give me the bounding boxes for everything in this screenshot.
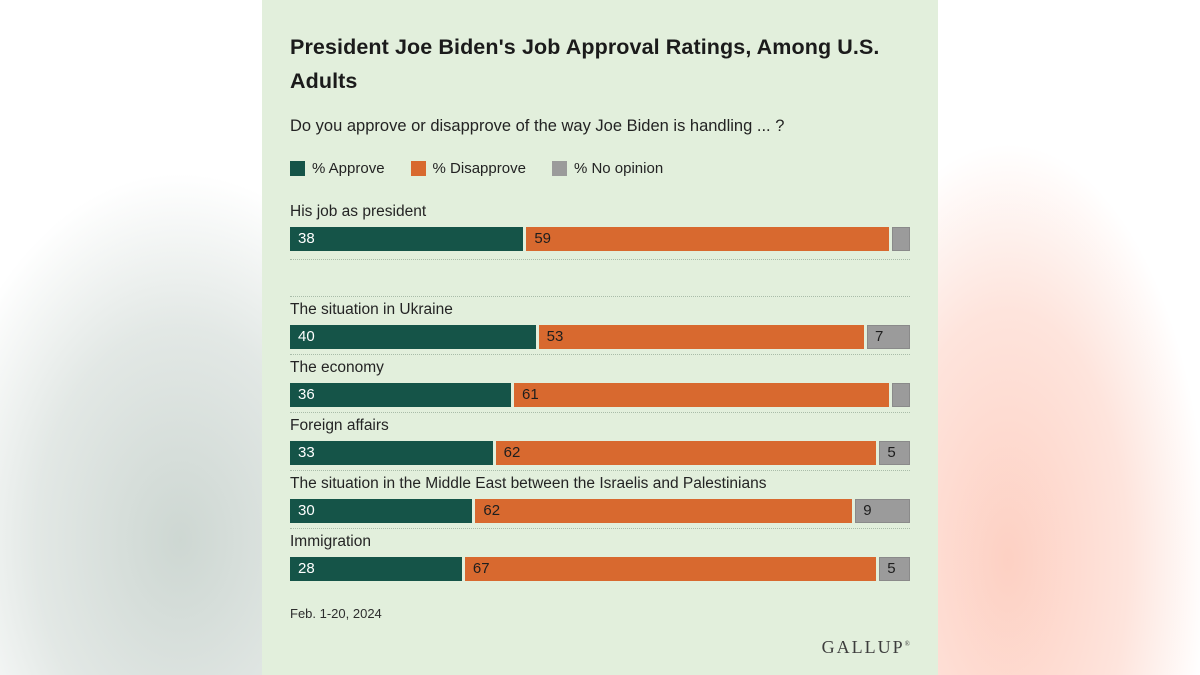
- bar-segment-approve: 30: [290, 499, 473, 523]
- value-label: 7: [875, 328, 884, 345]
- legend-swatch-disapprove: [410, 161, 426, 176]
- category-label: The economy: [290, 359, 384, 376]
- legend-item-no-opinion: % No opinion: [551, 160, 664, 177]
- value-label: 33: [298, 444, 315, 461]
- value-label: 38: [298, 230, 315, 247]
- stacked-bar: 40 53 7: [290, 325, 910, 349]
- bar-segment-approve: 36: [290, 383, 512, 407]
- bar-segment-no-opinion: 5: [879, 557, 910, 581]
- stacked-bar: 36 61: [290, 383, 910, 407]
- bar-segment-no-opinion: [891, 383, 910, 407]
- gallup-logo: GALLUP®: [821, 637, 910, 657]
- chart: His job as president 38 59 The situation in…: [290, 203, 911, 586]
- bar-segment-disapprove: 53: [538, 325, 865, 349]
- bar-segment-approve: 40: [290, 325, 536, 349]
- chart-row: Foreign affairs 33 62 5: [290, 413, 911, 471]
- bar-segment-no-opinion: 7: [867, 325, 910, 349]
- legend: % Approve % Disapprove % No opinion: [290, 160, 910, 177]
- value-label: 5: [887, 560, 896, 577]
- stacked-bar: 28 67 5: [290, 557, 910, 581]
- bar-segment-approve: 28: [290, 557, 462, 581]
- category-label: The situation in the Middle East between…: [290, 475, 767, 492]
- bar-segment-disapprove: 59: [526, 227, 889, 251]
- chart-row: The situation in the Middle East between…: [290, 471, 910, 529]
- value-label: 28: [298, 560, 315, 577]
- value-label: 62: [503, 444, 521, 461]
- chart-card: President Joe Biden's Job Approval Ratin…: [262, 0, 938, 675]
- bar-segment-disapprove: 62: [475, 499, 853, 523]
- bar-segment-disapprove: 61: [514, 383, 889, 407]
- survey-date: Feb. 1-20, 2024: [290, 606, 382, 621]
- category-label: The situation in Ukraine: [290, 301, 453, 318]
- chart-row: The situation in Ukraine 40 53 7: [290, 297, 910, 355]
- legend-label-approve: % Approve: [312, 160, 385, 177]
- bar-segment-no-opinion: 5: [879, 441, 911, 465]
- bar-segment-approve: 33: [290, 441, 493, 465]
- legend-swatch-no-opinion: [551, 161, 567, 176]
- stacked-bar: 30 62 9: [290, 499, 910, 523]
- legend-swatch-approve: [290, 161, 305, 176]
- background-blur-left: [0, 0, 262, 675]
- bar-segment-disapprove: 67: [464, 557, 877, 581]
- category-label: Immigration: [290, 533, 371, 550]
- value-label: 36: [298, 386, 315, 403]
- brand-line: GALLUP®: [290, 637, 910, 658]
- stacked-bar: 38 59: [290, 227, 910, 251]
- chart-title: President Joe Biden's Job Approval Ratin…: [290, 35, 880, 93]
- bar-segment-disapprove: 62: [495, 441, 877, 465]
- chart-subtitle: Do you approve or disapprove of the way …: [290, 117, 785, 135]
- value-label: 5: [887, 444, 896, 461]
- bar-segment-approve: 38: [290, 227, 524, 251]
- value-label: 62: [483, 502, 501, 519]
- legend-label-no-opinion: % No opinion: [573, 160, 664, 177]
- value-label: 9: [863, 502, 872, 519]
- background-blur-right: [938, 0, 1200, 675]
- value-label: 53: [546, 328, 564, 345]
- chart-row: The economy 36 61: [290, 355, 910, 413]
- legend-item-disapprove: % Disapprove: [410, 160, 526, 177]
- value-label: 61: [522, 386, 539, 403]
- chart-row: His job as president 38 59: [290, 203, 910, 260]
- bar-segment-no-opinion: [891, 227, 910, 251]
- value-label: 30: [298, 502, 315, 519]
- value-label: 67: [472, 560, 490, 577]
- chart-row: Immigration 28 67 5: [290, 529, 910, 586]
- bar-segment-no-opinion: 9: [855, 499, 910, 523]
- legend-item-approve: % Approve: [290, 160, 385, 177]
- value-label: 59: [534, 230, 551, 247]
- registered-mark: ®: [904, 640, 910, 648]
- category-label: Foreign affairs: [290, 417, 389, 434]
- section-divider-gap: [290, 260, 910, 297]
- category-label: His job as president: [290, 203, 427, 220]
- legend-label-disapprove: % Disapprove: [432, 160, 526, 177]
- value-label: 40: [298, 328, 315, 345]
- stacked-bar: 33 62 5: [290, 441, 911, 465]
